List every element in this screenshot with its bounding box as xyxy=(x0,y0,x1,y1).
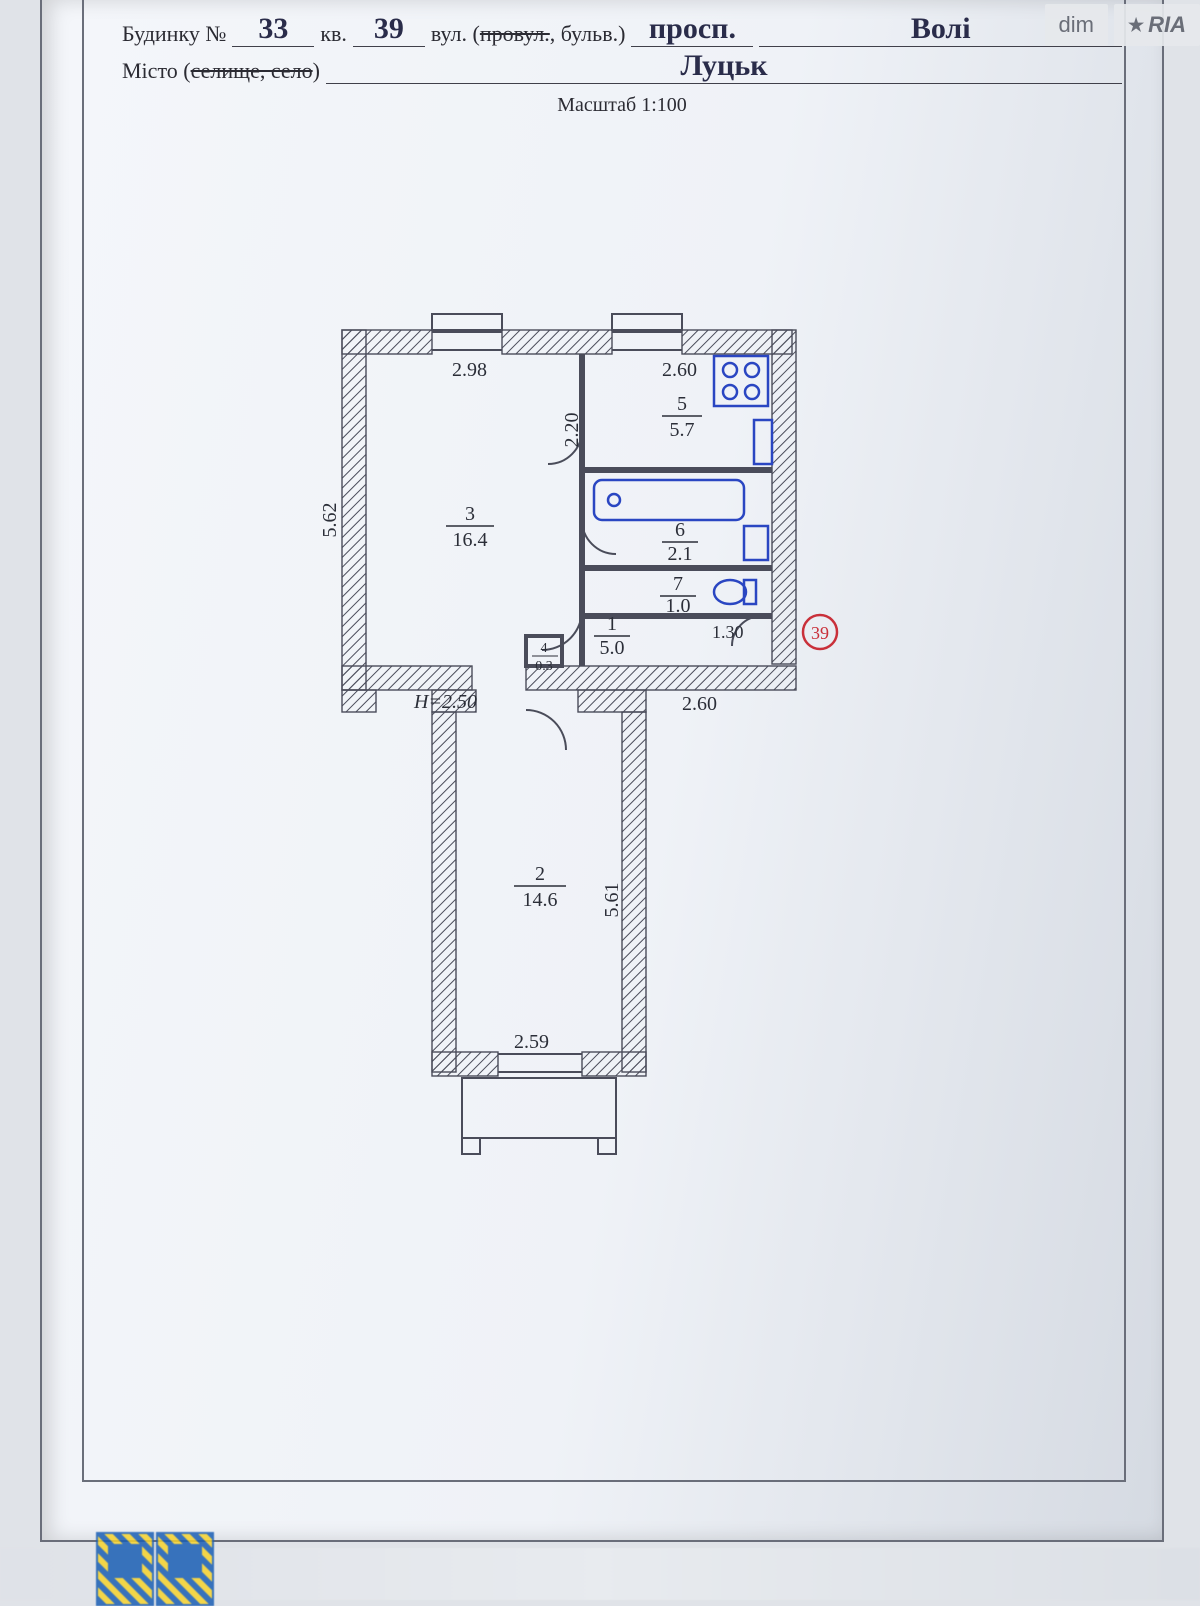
svg-text:2.20: 2.20 xyxy=(561,413,583,448)
svg-text:2.59: 2.59 xyxy=(514,1031,549,1053)
svg-text:3: 3 xyxy=(465,503,475,525)
upper-partitions xyxy=(526,354,772,666)
wc-fixtures xyxy=(714,580,756,604)
address-line-1: Будинку № 33 кв. 39 вул. (провул., бульв… xyxy=(122,20,1122,47)
street-label-strike: провул. xyxy=(480,21,550,46)
building-value: 33 xyxy=(232,20,314,47)
apt-badge: 39 xyxy=(803,615,837,649)
apt-label: кв. xyxy=(320,21,347,47)
photo-bottom-strip xyxy=(0,1548,1200,1600)
kitchen-fixtures xyxy=(714,356,772,464)
watermark-group: dim ★ RIA xyxy=(1045,4,1200,46)
room2-door xyxy=(526,710,566,750)
city-value: Луцьк xyxy=(326,57,1122,84)
address-line-2: Місто (селище, село) Луцьк xyxy=(122,57,1122,84)
city-label-pre: Місто ( xyxy=(122,58,191,83)
svg-text:5.61: 5.61 xyxy=(601,883,623,918)
svg-text:1: 1 xyxy=(607,613,617,635)
watermark-dim: dim xyxy=(1045,4,1108,46)
svg-text:39: 39 xyxy=(811,623,829,643)
svg-text:Н=2.50: Н=2.50 xyxy=(413,691,477,713)
svg-text:5: 5 xyxy=(677,393,687,415)
svg-text:7: 7 xyxy=(673,573,683,595)
svg-text:4: 4 xyxy=(541,641,548,656)
revenue-stamp-icon xyxy=(156,1532,214,1606)
scale-label: Масштаб 1:100 xyxy=(122,94,1122,117)
svg-text:2.60: 2.60 xyxy=(682,693,717,715)
street-type-value: просп. xyxy=(631,20,753,47)
dimensions: 2.98 2.60 5.62 2.20 1.30 2.60 Н=2.50 5.6… xyxy=(319,359,744,1053)
city-label: Місто (селище, село) xyxy=(122,58,320,84)
svg-text:2.1: 2.1 xyxy=(668,543,693,565)
svg-text:5.7: 5.7 xyxy=(670,419,695,441)
svg-text:2.60: 2.60 xyxy=(662,359,697,381)
star-icon: ★ xyxy=(1128,15,1144,36)
svg-text:1.30: 1.30 xyxy=(712,622,744,642)
svg-text:14.6: 14.6 xyxy=(523,889,558,911)
svg-text:2.98: 2.98 xyxy=(452,359,487,381)
building-label: Будинку № xyxy=(122,21,226,47)
svg-text:5.0: 5.0 xyxy=(600,637,625,659)
street-label-post: , бульв.) xyxy=(550,21,626,46)
city-label-strike: селище, село xyxy=(191,58,313,83)
street-label: вул. (провул., бульв.) xyxy=(431,21,626,47)
street-label-pre: вул. ( xyxy=(431,21,480,46)
svg-text:6: 6 xyxy=(675,519,685,541)
svg-text:16.4: 16.4 xyxy=(453,529,488,551)
svg-text:5.62: 5.62 xyxy=(319,503,341,538)
floorplan: 39 3 16.4 5 5.7 6 2.1 7 1.0 xyxy=(282,310,982,1210)
watermark-ria: ★ RIA xyxy=(1114,4,1200,46)
document-header: Будинку № 33 кв. 39 вул. (провул., бульв… xyxy=(122,20,1122,117)
revenue-stamp-icon xyxy=(96,1532,154,1606)
svg-text:1.0: 1.0 xyxy=(666,595,691,617)
watermark-ria-text: RIA xyxy=(1148,12,1186,38)
svg-text:0.3: 0.3 xyxy=(535,659,553,674)
city-label-post: ) xyxy=(313,58,320,83)
svg-text:2: 2 xyxy=(535,863,545,885)
apt-value: 39 xyxy=(353,20,425,47)
document-page: Будинку № 33 кв. 39 вул. (провул., бульв… xyxy=(40,0,1164,1542)
